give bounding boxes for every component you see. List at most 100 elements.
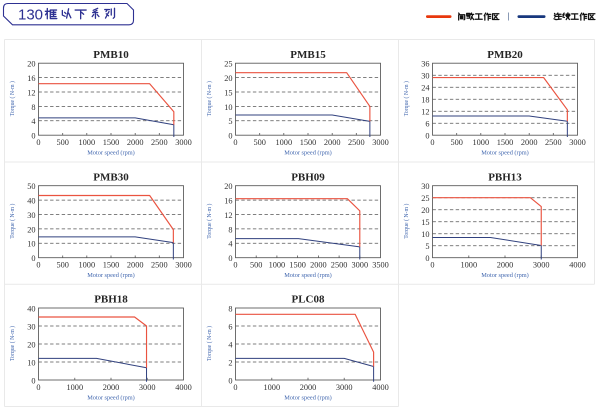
svg-text:3000: 3000 — [352, 261, 369, 270]
svg-text:2000: 2000 — [310, 261, 327, 270]
svg-text:15: 15 — [224, 88, 232, 97]
svg-text:10: 10 — [421, 230, 429, 239]
svg-text:1000: 1000 — [264, 383, 281, 392]
svg-text:0: 0 — [425, 132, 429, 141]
svg-text:30: 30 — [421, 182, 429, 191]
svg-text:Motor speed (rpm): Motor speed (rpm) — [481, 272, 529, 279]
svg-text:4000: 4000 — [372, 383, 389, 392]
svg-text:2500: 2500 — [348, 138, 365, 147]
svg-text:Torque ( N-m ): Torque ( N-m ) — [206, 204, 213, 239]
svg-text:1500: 1500 — [103, 261, 120, 270]
svg-text:6: 6 — [228, 322, 232, 331]
svg-text:1000: 1000 — [269, 261, 286, 270]
svg-text:500: 500 — [56, 138, 68, 147]
svg-text:Torque ( N-m ): Torque ( N-m ) — [206, 326, 213, 361]
svg-text:1000: 1000 — [79, 261, 96, 270]
svg-text:20: 20 — [224, 182, 232, 191]
svg-text:2000: 2000 — [300, 383, 317, 392]
svg-text:500: 500 — [253, 138, 265, 147]
svg-text:1500: 1500 — [103, 138, 120, 147]
svg-text:4: 4 — [228, 240, 233, 249]
svg-text:5: 5 — [228, 117, 232, 126]
svg-text:Motor speed (rpm): Motor speed (rpm) — [284, 272, 332, 279]
svg-text:10: 10 — [27, 240, 35, 249]
svg-text:30: 30 — [27, 322, 35, 331]
svg-text:1000: 1000 — [276, 138, 293, 147]
svg-text:0: 0 — [228, 376, 232, 385]
svg-text:130: 130 — [18, 7, 43, 24]
svg-text:2000: 2000 — [127, 138, 144, 147]
svg-text:3000: 3000 — [175, 138, 192, 147]
svg-text:5: 5 — [425, 242, 429, 251]
svg-text:16: 16 — [27, 74, 35, 83]
svg-text:2500: 2500 — [545, 138, 562, 147]
svg-text:2000: 2000 — [127, 261, 144, 270]
svg-text:Motor speed (rpm): Motor speed (rpm) — [284, 395, 332, 402]
svg-text:3000: 3000 — [175, 261, 192, 270]
svg-text:0: 0 — [36, 383, 40, 392]
svg-text:Torque ( N-m ): Torque ( N-m ) — [9, 326, 16, 361]
svg-text:0: 0 — [430, 138, 434, 147]
svg-text:PMB20: PMB20 — [487, 49, 523, 61]
svg-text:0: 0 — [36, 138, 40, 147]
svg-text:1000: 1000 — [473, 138, 490, 147]
svg-text:12: 12 — [27, 88, 35, 97]
svg-text:0: 0 — [233, 138, 237, 147]
svg-text:20: 20 — [27, 225, 35, 234]
svg-text:0: 0 — [233, 383, 237, 392]
svg-text:PBH13: PBH13 — [488, 171, 522, 183]
svg-text:500: 500 — [450, 138, 462, 147]
svg-text:20: 20 — [27, 60, 35, 69]
svg-text:0: 0 — [36, 261, 40, 270]
svg-text:30: 30 — [27, 211, 35, 220]
svg-text:Torque ( N-m ): Torque ( N-m ) — [9, 204, 16, 239]
svg-text:10: 10 — [224, 103, 232, 112]
svg-text:3000: 3000 — [372, 138, 389, 147]
svg-text:PBH18: PBH18 — [94, 294, 128, 306]
svg-text:2000: 2000 — [497, 261, 514, 270]
svg-text:20: 20 — [27, 340, 35, 349]
svg-text:PLC08: PLC08 — [292, 294, 326, 306]
svg-text:1000: 1000 — [79, 138, 96, 147]
svg-text:1000: 1000 — [67, 383, 84, 392]
svg-text:PMB15: PMB15 — [290, 49, 326, 61]
svg-text:8: 8 — [31, 103, 35, 112]
svg-text:2500: 2500 — [331, 261, 348, 270]
svg-text:6: 6 — [425, 120, 429, 129]
svg-text:4: 4 — [31, 117, 36, 126]
svg-text:0: 0 — [31, 254, 35, 263]
svg-text:0: 0 — [233, 261, 237, 270]
svg-text:20: 20 — [224, 74, 232, 83]
svg-text:2500: 2500 — [151, 261, 168, 270]
svg-text:25: 25 — [224, 60, 232, 69]
svg-text:3000: 3000 — [569, 138, 586, 147]
svg-text:1500: 1500 — [300, 138, 317, 147]
svg-text:24: 24 — [421, 84, 430, 93]
svg-text:Torque ( N-m ): Torque ( N-m ) — [403, 81, 410, 116]
svg-text:40: 40 — [27, 304, 35, 313]
svg-text:20: 20 — [421, 206, 429, 215]
svg-text:PMB10: PMB10 — [93, 49, 129, 61]
svg-text:10: 10 — [27, 358, 35, 367]
svg-text:4000: 4000 — [569, 261, 586, 270]
svg-text:25: 25 — [421, 194, 429, 203]
svg-text:1500: 1500 — [289, 261, 306, 270]
svg-text:0: 0 — [228, 132, 232, 141]
svg-text:1500: 1500 — [497, 138, 514, 147]
svg-text:12: 12 — [224, 211, 232, 220]
svg-text:30: 30 — [421, 72, 429, 81]
svg-text:40: 40 — [27, 197, 35, 206]
svg-text:Motor speed (rpm): Motor speed (rpm) — [284, 150, 332, 157]
svg-text:3000: 3000 — [533, 261, 550, 270]
svg-text:2000: 2000 — [324, 138, 341, 147]
svg-text:15: 15 — [421, 218, 429, 227]
svg-text:Torque ( N-m ): Torque ( N-m ) — [206, 81, 213, 116]
svg-text:18: 18 — [421, 96, 429, 105]
svg-text:500: 500 — [56, 261, 68, 270]
svg-text:Torque ( N-m ): Torque ( N-m ) — [403, 204, 410, 239]
svg-text:16: 16 — [224, 197, 232, 206]
svg-text:0: 0 — [31, 376, 35, 385]
svg-text:Motor speed (rpm): Motor speed (rpm) — [87, 395, 135, 402]
svg-text:0: 0 — [430, 261, 434, 270]
svg-text:0: 0 — [425, 254, 429, 263]
